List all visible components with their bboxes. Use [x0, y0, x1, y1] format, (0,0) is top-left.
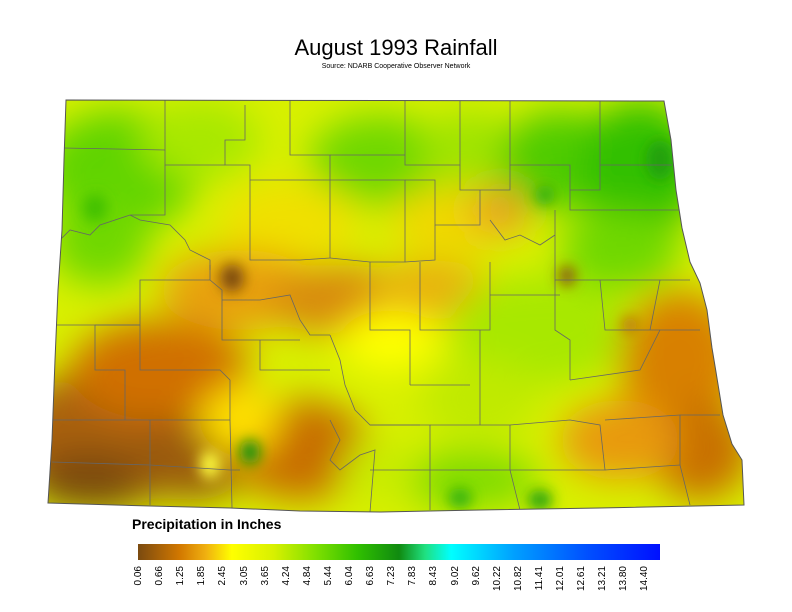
legend-tick-label: 3.65 [259, 566, 271, 586]
legend-tick-label: 1.85 [196, 566, 208, 586]
legend-tick-label: 0.66 [154, 566, 166, 586]
legend-tick-labels: 0.06 0.66 1.25 1.85 2.45 3.05 3.65 4.24 4.84 5.44… [133, 566, 660, 606]
legend-tick-label: 1.25 [175, 566, 187, 586]
legend-tick-label: 5.44 [322, 566, 334, 586]
map-source: Source: NDARB Cooperative Observer Netwo… [321, 63, 471, 70]
legend-tick-label: 12.61 [576, 566, 588, 592]
county-boundaries [51, 100, 720, 512]
legend-tick-label: 2.45 [217, 566, 229, 586]
legend-tick-label: 10.22 [491, 566, 503, 592]
map-title: August 1993 Rainfall [294, 35, 498, 60]
legend-tick-label: 12.01 [555, 566, 566, 592]
legend-tick-label: 9.62 [470, 566, 482, 586]
legend-tick-label: 9.02 [449, 566, 461, 586]
rainfall-field [48, 100, 744, 512]
legend-tick-label: 8.43 [428, 566, 440, 586]
legend-tick-label: 7.23 [386, 566, 398, 586]
legend-tick-label: 10.82 [512, 566, 524, 592]
legend-tick-label: 13.80 [618, 566, 630, 592]
state-outline [47, 99, 745, 513]
legend-tick-label: 6.63 [365, 566, 377, 586]
legend-tick-label: 4.24 [280, 566, 292, 586]
legend-tick-label: 7.83 [407, 566, 419, 586]
legend-tick-label: 13.21 [597, 566, 609, 592]
legend-tick-label: 11.41 [533, 566, 545, 591]
legend-tick-label: 6.04 [344, 566, 355, 586]
legend-tick-label: 3.05 [238, 566, 250, 586]
legend-tick-label: 0.06 [133, 566, 144, 586]
legend-color-bar [138, 544, 660, 560]
legend-tick-label: 4.84 [301, 566, 313, 586]
legend-tick-label: 14.40 [639, 566, 651, 592]
legend-title: Precipitation in Inches [132, 516, 282, 532]
